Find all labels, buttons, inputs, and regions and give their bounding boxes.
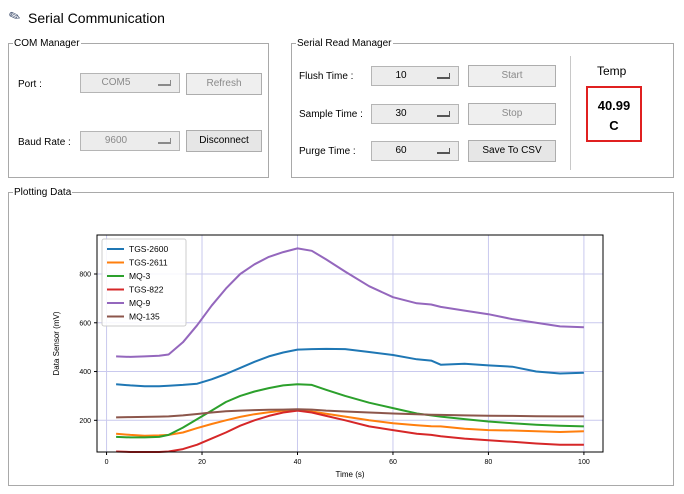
chart-lines xyxy=(116,247,584,453)
series-line-tgs-822 xyxy=(116,409,584,453)
series-line-mq-9 xyxy=(116,247,584,358)
disconnect-button[interactable]: Disconnect xyxy=(186,130,262,152)
series-line-mq-135 xyxy=(116,408,584,419)
series-line-tgs-2600 xyxy=(116,347,584,388)
flush-time-value: 10 xyxy=(395,70,407,81)
flush-time-label: Flush Time : xyxy=(299,71,354,82)
x-tick-label: 20 xyxy=(198,459,206,466)
sample-time-label: Sample Time : xyxy=(299,109,363,120)
com-manager-legend: COM Manager xyxy=(14,38,80,49)
y-tick-label: 600 xyxy=(79,320,91,327)
save-to-csv-button[interactable]: Save To CSV xyxy=(468,140,556,162)
chevron-down-icon xyxy=(158,80,171,86)
chart-ticks: 0 20 40 60 80 100 200 400 600 800 xyxy=(79,272,590,466)
port-value: COM5 xyxy=(101,77,131,88)
temp-unit: C xyxy=(609,118,619,133)
purge-time-value: 60 xyxy=(395,145,407,156)
temp-value: 40.99 xyxy=(597,98,631,113)
chart-legend: TGS-2600 TGS-2611 MQ-3 TGS-822 MQ-9 MQ-135 xyxy=(101,238,187,327)
y-axis-label: Data Sensor (mV) xyxy=(52,311,61,375)
y-tick-label: 800 xyxy=(79,272,91,279)
plotting-data-group: Plotting Data xyxy=(8,187,674,486)
flush-time-combobox[interactable]: 10 xyxy=(371,66,459,86)
purge-time-label: Purge Time : xyxy=(299,146,356,157)
x-axis-label: Time (s) xyxy=(335,470,364,479)
baud-rate-combobox[interactable]: 9600 xyxy=(80,131,180,151)
chevron-down-icon xyxy=(437,148,450,154)
temp-readout: 40.99 C xyxy=(586,86,642,142)
series-line-mq-3 xyxy=(116,383,584,439)
refresh-button[interactable]: Refresh xyxy=(186,73,262,95)
chart-grid xyxy=(97,235,603,452)
stop-button[interactable]: Stop xyxy=(468,103,556,125)
plotting-data-legend: Plotting Data xyxy=(14,187,72,198)
port-label: Port : xyxy=(18,79,42,90)
title-bar: ✎ Serial Communication xyxy=(0,0,684,34)
chevron-down-icon xyxy=(158,138,171,144)
baud-rate-value: 9600 xyxy=(104,135,128,146)
x-tick-label: 40 xyxy=(294,459,302,466)
legend-label: MQ-9 xyxy=(129,298,151,308)
legend-label: MQ-3 xyxy=(129,271,151,281)
legend-box xyxy=(101,238,187,327)
chevron-down-icon xyxy=(437,73,450,79)
sample-time-value: 30 xyxy=(395,108,407,119)
port-combobox[interactable]: COM5 xyxy=(80,73,180,93)
legend-label: TGS-822 xyxy=(129,285,164,295)
temp-label: Temp xyxy=(597,64,627,78)
baud-rate-label: Baud Rate : xyxy=(18,137,71,148)
serial-read-manager-legend: Serial Read Manager xyxy=(297,38,392,49)
plot-frame xyxy=(96,234,604,453)
legend-label: MQ-135 xyxy=(129,312,160,322)
legend-label: TGS-2600 xyxy=(129,244,168,254)
x-tick-label: 60 xyxy=(389,459,397,466)
y-tick-label: 200 xyxy=(79,418,91,425)
serial-read-manager-group: Serial Read Manager xyxy=(291,38,674,178)
purge-time-combobox[interactable]: 60 xyxy=(371,141,459,161)
x-tick-label: 0 xyxy=(105,459,109,466)
chevron-down-icon xyxy=(437,111,450,117)
window-title: Serial Communication xyxy=(28,10,165,26)
x-tick-label: 80 xyxy=(485,459,493,466)
start-button[interactable]: Start xyxy=(468,65,556,87)
y-tick-label: 400 xyxy=(79,369,91,376)
com-manager-group: COM Manager xyxy=(8,38,269,178)
vertical-separator xyxy=(570,56,571,170)
legend-label: TGS-2611 xyxy=(129,258,168,268)
x-tick-label: 100 xyxy=(578,459,590,466)
sample-time-combobox[interactable]: 30 xyxy=(371,104,459,124)
